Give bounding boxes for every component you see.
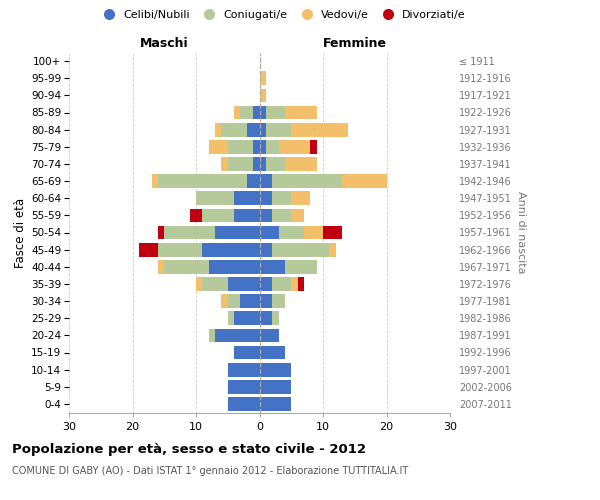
Bar [253, 157, 260, 171]
Bar [215, 226, 260, 239]
Bar [228, 363, 260, 376]
Bar [266, 123, 291, 136]
Bar [298, 277, 304, 291]
Bar [260, 277, 272, 291]
Bar [253, 140, 260, 153]
Text: Femmine: Femmine [323, 37, 387, 50]
Bar [272, 243, 329, 256]
Bar [228, 140, 253, 153]
Bar [202, 243, 260, 256]
Bar [228, 397, 260, 411]
Bar [260, 312, 272, 325]
Y-axis label: Fasce di età: Fasce di età [14, 198, 27, 268]
Bar [266, 157, 285, 171]
Bar [164, 226, 215, 239]
Bar [260, 363, 291, 376]
Bar [228, 294, 241, 308]
Text: COMUNE DI GABY (AO) - Dati ISTAT 1° gennaio 2012 - Elaborazione TUTTITALIA.IT: COMUNE DI GABY (AO) - Dati ISTAT 1° genn… [12, 466, 408, 476]
Bar [209, 260, 260, 274]
Bar [234, 346, 260, 360]
Bar [164, 260, 209, 274]
Bar [304, 226, 323, 239]
Bar [234, 106, 241, 120]
Bar [196, 192, 234, 205]
Bar [215, 328, 260, 342]
Bar [291, 123, 349, 136]
Bar [215, 123, 221, 136]
Bar [260, 328, 278, 342]
Bar [260, 208, 272, 222]
Bar [260, 88, 266, 102]
Bar [221, 123, 247, 136]
Y-axis label: Anni di nascita: Anni di nascita [516, 191, 526, 274]
Bar [234, 192, 260, 205]
Bar [247, 174, 260, 188]
Bar [329, 243, 336, 256]
Bar [260, 106, 266, 120]
Bar [272, 312, 278, 325]
Bar [342, 174, 386, 188]
Text: Maschi: Maschi [140, 37, 188, 50]
Bar [260, 157, 266, 171]
Bar [260, 346, 285, 360]
Bar [323, 226, 342, 239]
Bar [260, 174, 272, 188]
Bar [221, 294, 228, 308]
Bar [260, 380, 291, 394]
Text: Popolazione per età, sesso e stato civile - 2012: Popolazione per età, sesso e stato civil… [12, 442, 366, 456]
Bar [221, 157, 228, 171]
Bar [285, 260, 317, 274]
Bar [260, 243, 272, 256]
Bar [158, 174, 247, 188]
Bar [272, 208, 291, 222]
Bar [260, 192, 272, 205]
Bar [291, 277, 298, 291]
Bar [260, 294, 272, 308]
Bar [260, 140, 266, 153]
Bar [253, 106, 260, 120]
Bar [291, 208, 304, 222]
Bar [228, 380, 260, 394]
Bar [209, 328, 215, 342]
Bar [190, 208, 202, 222]
Bar [260, 397, 291, 411]
Bar [260, 226, 278, 239]
Bar [278, 226, 304, 239]
Bar [202, 277, 228, 291]
Bar [158, 260, 164, 274]
Bar [272, 294, 285, 308]
Bar [158, 226, 164, 239]
Bar [152, 174, 158, 188]
Bar [234, 312, 260, 325]
Bar [272, 192, 291, 205]
Bar [241, 106, 253, 120]
Bar [285, 157, 317, 171]
Bar [260, 72, 266, 85]
Bar [291, 192, 310, 205]
Bar [247, 123, 260, 136]
Bar [260, 260, 285, 274]
Bar [202, 208, 234, 222]
Bar [196, 277, 202, 291]
Bar [272, 277, 291, 291]
Bar [139, 243, 158, 256]
Bar [241, 294, 260, 308]
Bar [272, 174, 342, 188]
Bar [209, 140, 228, 153]
Bar [234, 208, 260, 222]
Bar [266, 140, 278, 153]
Bar [310, 140, 317, 153]
Bar [260, 123, 266, 136]
Bar [285, 106, 317, 120]
Bar [278, 140, 310, 153]
Bar [228, 312, 234, 325]
Bar [266, 106, 285, 120]
Legend: Celibi/Nubili, Coniugati/e, Vedovi/e, Divorziati/e: Celibi/Nubili, Coniugati/e, Vedovi/e, Di… [94, 6, 470, 25]
Bar [228, 157, 253, 171]
Bar [228, 277, 260, 291]
Bar [158, 243, 202, 256]
